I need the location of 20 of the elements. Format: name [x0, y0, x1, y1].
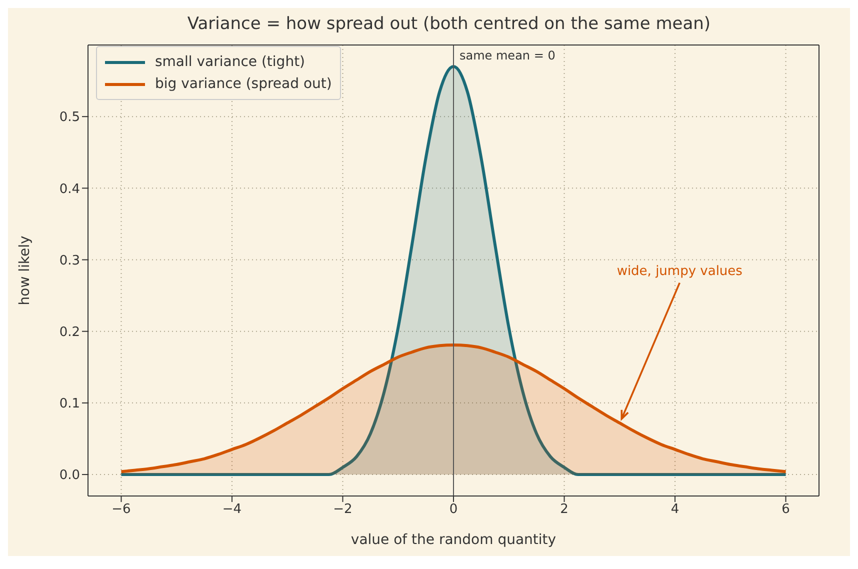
- x-tick-label: −4: [222, 502, 242, 518]
- legend-label: small variance (tight): [155, 53, 306, 72]
- x-tick-label: 0: [449, 502, 458, 518]
- y-tick-label: 0.3: [59, 253, 80, 268]
- x-tick-label: 4: [670, 502, 680, 518]
- y-tick-label: 0.1: [59, 396, 80, 412]
- y-tick-label: 0.5: [59, 110, 80, 126]
- x-tick-label: 2: [560, 502, 568, 518]
- y-tick-label: 0.2: [59, 324, 80, 340]
- x-tick-label: −2: [333, 502, 352, 518]
- x-tick-label: −6: [112, 502, 131, 518]
- y-tick-label: 0.0: [59, 468, 80, 484]
- legend-label: big variance (spread out): [155, 75, 332, 94]
- chart-title: Variance = how spread out (both centred on the same mean): [186, 13, 712, 36]
- y-axis-title: how likely: [16, 236, 33, 306]
- x-tick-label: 6: [782, 502, 790, 518]
- x-axis-title: value of the random quantity: [350, 532, 556, 548]
- annotation: wide, jumpy values: [616, 264, 743, 279]
- ref-line-label: same mean = 0: [460, 48, 556, 63]
- y-tick-label: 0.4: [59, 182, 80, 197]
